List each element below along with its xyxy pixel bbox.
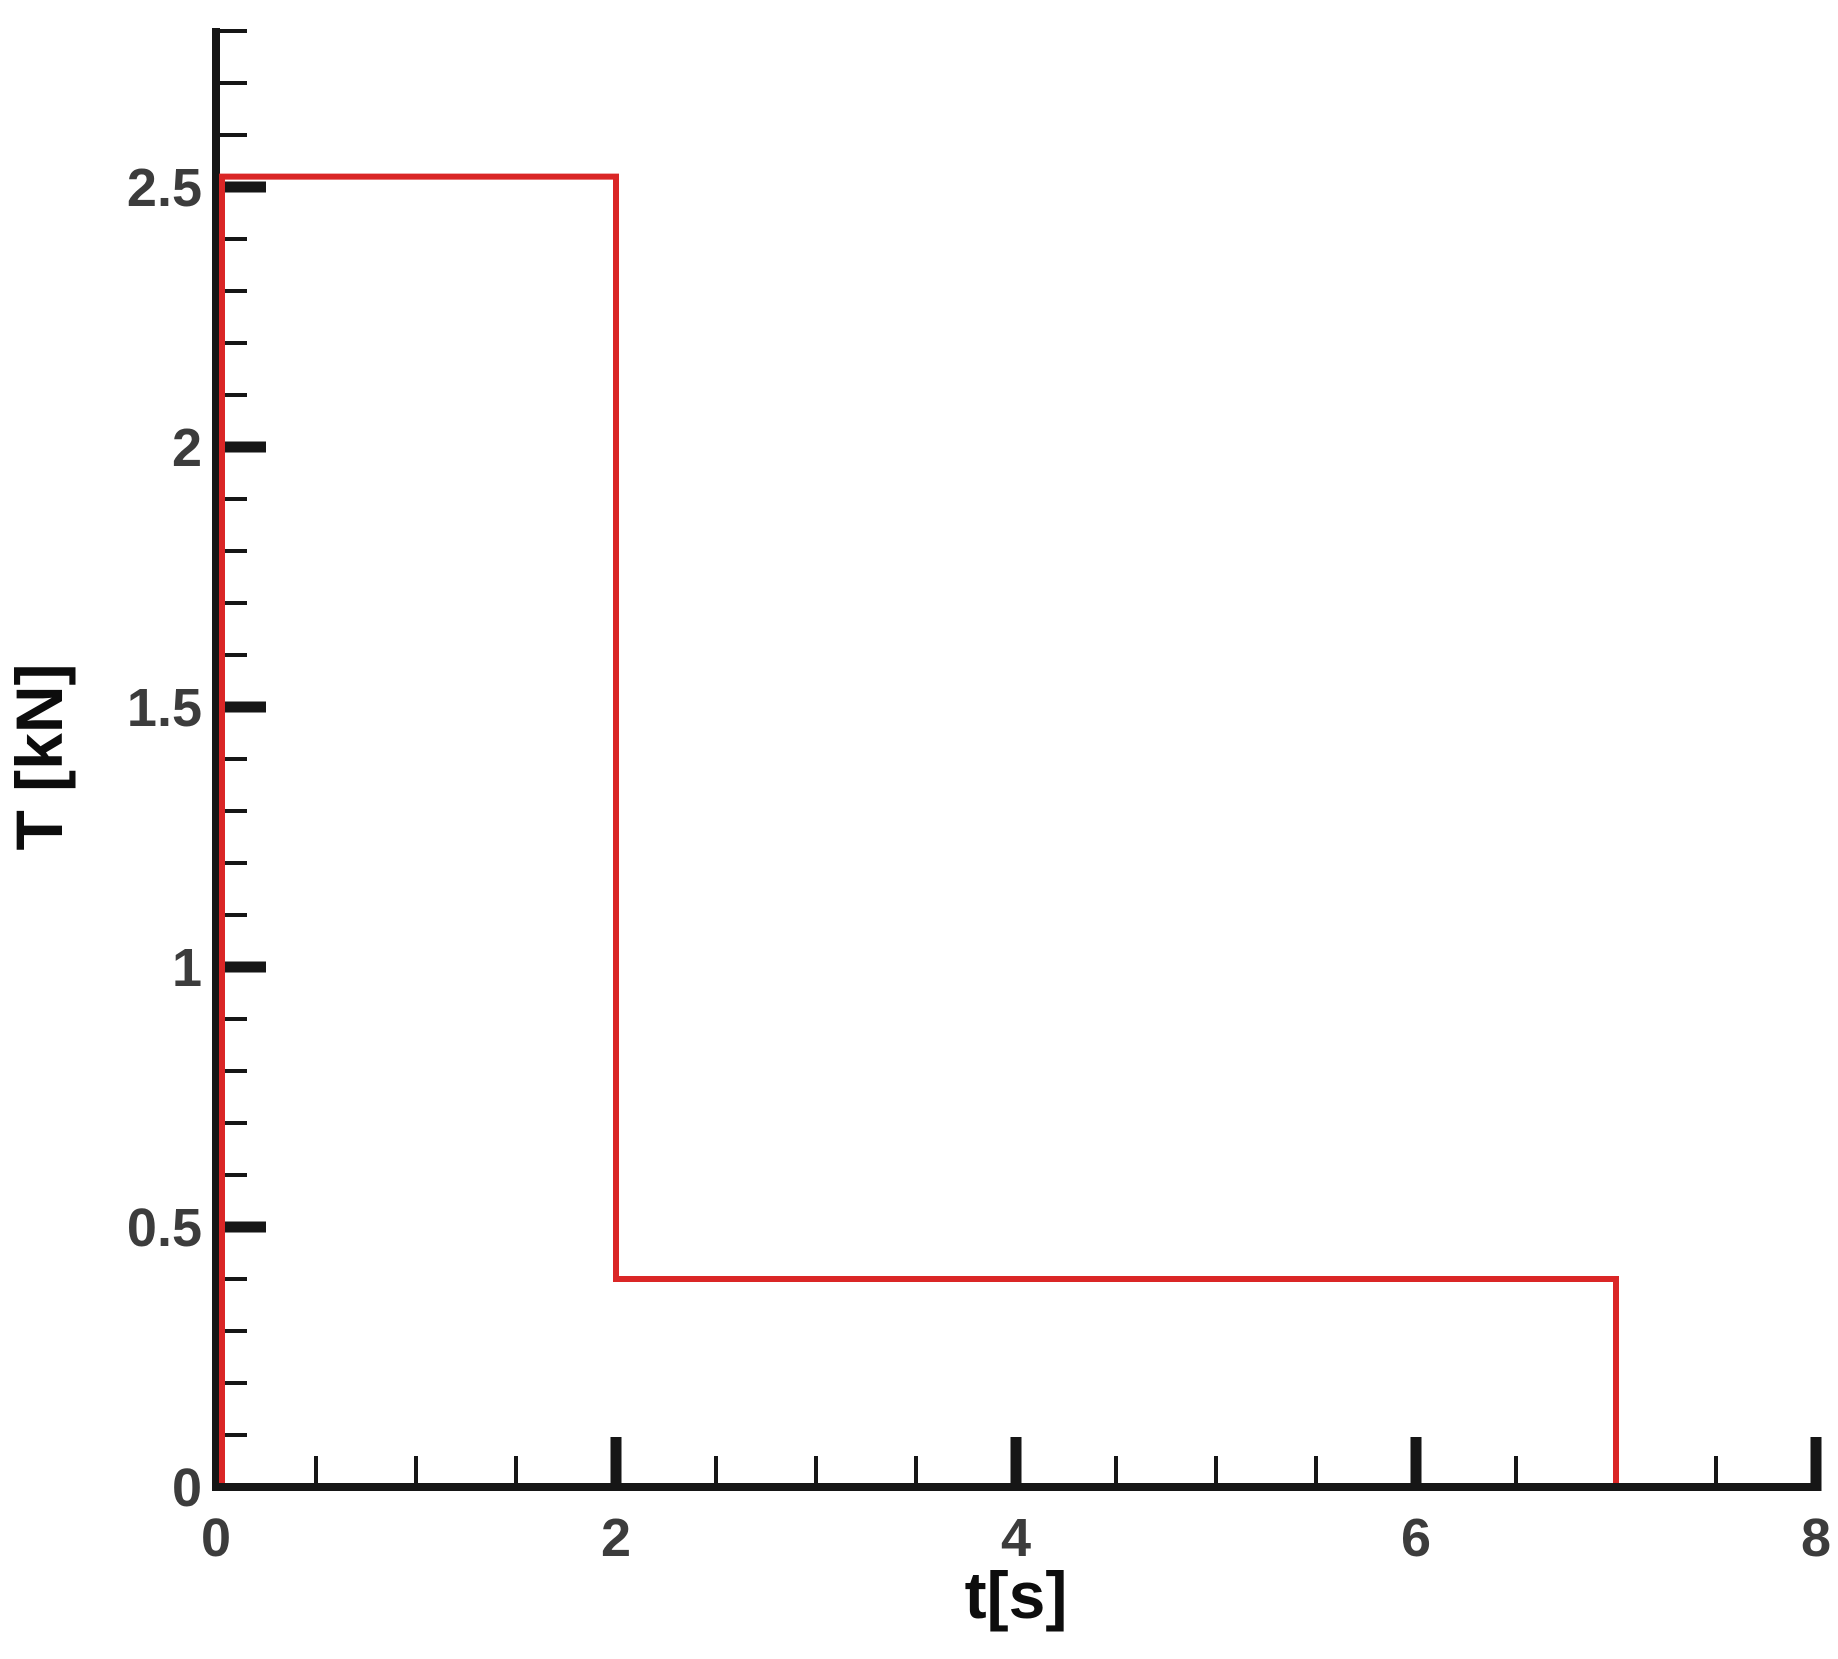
thrust-profile-curve xyxy=(219,173,1619,1483)
y-tick-label: 0 xyxy=(172,1458,202,1518)
x-tick-label: 8 xyxy=(1801,1508,1831,1568)
y-tick-label: 1 xyxy=(172,938,202,998)
tick-labels-layer: 0 2 4 6 8 0 0.5 1 1.5 2 2.5 xyxy=(127,158,1831,1568)
x-tick-label: 6 xyxy=(1401,1508,1431,1568)
x-tick-label: 0 xyxy=(201,1508,231,1568)
x-tick-label: 2 xyxy=(601,1508,631,1568)
curve-layer xyxy=(219,173,1619,1483)
ticks-layer xyxy=(216,29,1822,1487)
y-tick-label: 2.5 xyxy=(127,158,202,218)
x-axis-title: t[s] xyxy=(965,1558,1068,1632)
axes-layer xyxy=(212,28,1822,1491)
y-tick-label: 1.5 xyxy=(127,678,202,738)
y-axis-title: T [kN] xyxy=(2,664,76,851)
y-tick-label: 0.5 xyxy=(127,1198,202,1258)
x-tick-label: 4 xyxy=(1001,1508,1031,1568)
y-tick-label: 2 xyxy=(172,418,202,478)
